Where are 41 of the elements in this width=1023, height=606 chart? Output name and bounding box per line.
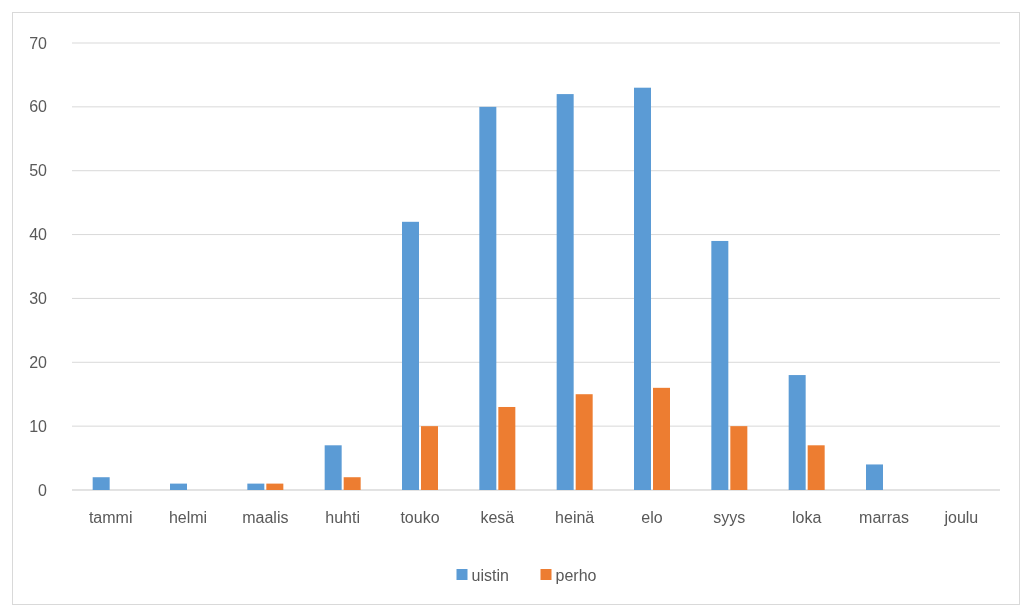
bar: [170, 483, 187, 490]
x-tick-label: huhti: [325, 509, 361, 526]
bar: [421, 426, 438, 490]
bar: [92, 477, 110, 490]
bar: [479, 106, 497, 490]
x-tick-label: helmi: [168, 509, 208, 526]
y-tick-label: 0: [38, 481, 48, 499]
bar: [788, 375, 806, 490]
legend-label: perho: [555, 566, 597, 584]
bar: [866, 464, 883, 490]
x-tick-label: tammi: [88, 509, 133, 526]
bar: [556, 94, 574, 490]
x-tick-label: joulu: [943, 509, 979, 526]
bar: [634, 87, 651, 490]
y-tick-label: 30: [29, 290, 48, 308]
y-tick-label: 70: [29, 34, 48, 52]
bar: [498, 406, 516, 490]
bar: [324, 445, 342, 490]
x-tick-label: heinä: [555, 509, 595, 526]
y-tick-label: 10: [29, 417, 48, 435]
legend-label: uistin: [471, 566, 509, 584]
x-tick-label: touko: [400, 509, 440, 526]
bar: [266, 483, 284, 490]
x-tick-label: kesä: [480, 509, 515, 526]
x-tick-label: elo: [641, 509, 663, 526]
bar: [575, 394, 593, 490]
y-tick-label: 40: [29, 226, 48, 244]
bar: [653, 387, 670, 490]
y-tick-label: 50: [29, 162, 48, 180]
x-tick-label: syys: [713, 509, 746, 526]
x-tick-label: maalis: [242, 509, 289, 526]
x-tick-label: marras: [859, 509, 909, 526]
bar: [247, 483, 265, 490]
bar: [807, 445, 825, 490]
bar: [402, 221, 419, 490]
y-tick-label: 20: [29, 353, 48, 371]
x-tick-label: loka: [791, 509, 822, 526]
y-tick-label: 60: [29, 98, 48, 116]
bar: [730, 426, 748, 490]
bar: [343, 477, 361, 490]
bar: [711, 240, 729, 490]
